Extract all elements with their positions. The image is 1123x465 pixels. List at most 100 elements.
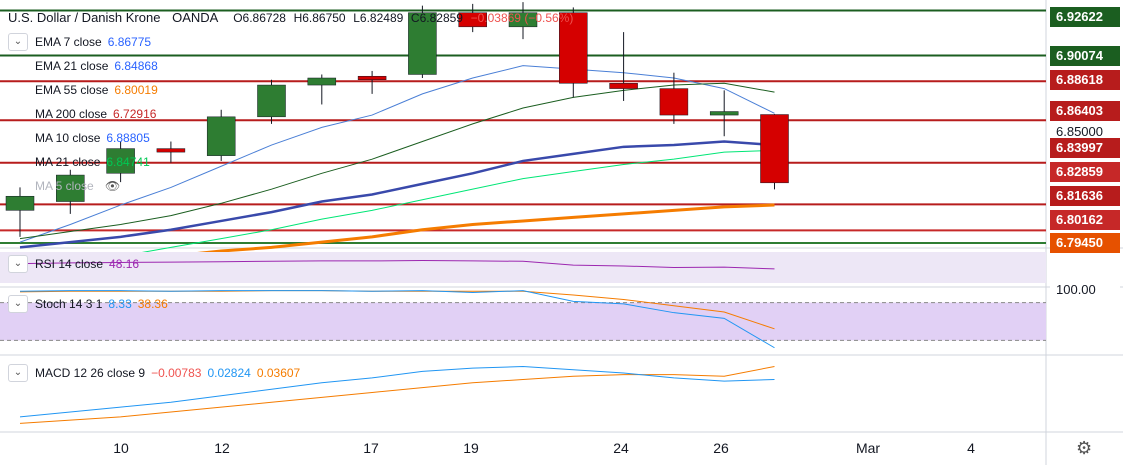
price-label: 6.88618 [1050,70,1120,90]
candle-body [156,148,186,153]
collapse-legend-button[interactable]: ⌄ [8,33,28,51]
legend-label: EMA 21 close [35,59,109,73]
series-rsi [19,260,775,270]
legend-ema55[interactable]: EMA 55 close 6.80019 [35,83,158,97]
ohlc-open: O6.86728 [233,11,286,25]
rsi-band [0,252,1046,283]
candle [609,32,638,101]
legend-value: 48.16 [109,257,140,271]
legend-value: 6.72916 [113,107,157,121]
legend-value-d: 38.36 [137,297,168,311]
price-label: 6.80162 [1050,210,1120,230]
legend-ma21[interactable]: MA 21 close 6.84741 [35,155,150,169]
x-tick-label: 19 [463,440,479,456]
x-tick-label: 4 [967,440,975,456]
chevron-down-icon: ⌄ [13,298,23,309]
ohlc-high: H6.86750 [293,11,346,25]
price-label: 6.92622 [1050,7,1120,27]
x-tick-label: 26 [713,440,729,456]
candle-body [5,195,35,211]
candle [357,70,387,94]
legend-macd[interactable]: MACD 12 26 close 9 −0.00783 0.02824 0.03607 [35,366,300,380]
x-tick-label: 24 [613,440,629,456]
legend-label: RSI 14 close [35,257,104,271]
candle-body [106,148,135,174]
candle-body [56,174,85,202]
legend-value: 6.80019 [114,83,158,97]
candle-body [257,84,286,118]
legend-label: MA 200 close [35,107,108,121]
legend-label: MA 5 close [35,179,94,193]
legend-label: EMA 7 close [35,35,102,49]
x-tick-label: 12 [214,440,230,456]
legend-rsi[interactable]: RSI 14 close 48.16 [35,257,139,271]
candle-body [609,83,638,89]
collapse-stoch-button[interactable]: ⌄ [8,295,28,313]
candle [5,187,35,237]
price-label: 6.85000 [1050,122,1120,142]
candle [760,114,789,190]
legend-ma200[interactable]: MA 200 close 6.72916 [35,107,156,121]
ohlc-change: −0.03869 (−0.56%) [470,11,574,25]
candle [559,7,588,98]
legend-ema7[interactable]: EMA 7 close 6.86775 [35,35,151,49]
legend-value-signal: 0.03607 [256,366,301,380]
legend-value-hist: −0.00783 [151,366,202,380]
legend-value: 6.86775 [107,35,152,49]
legend-label: EMA 55 close [35,83,109,97]
price-label: 6.83997 [1050,138,1120,158]
candle [56,169,85,214]
candle-body [508,12,538,28]
candle [206,109,236,161]
gear-icon[interactable]: ⚙ [1076,438,1093,458]
legend-ema21[interactable]: EMA 21 close 6.84868 [35,59,158,73]
legend-ma10[interactable]: MA 10 close 6.88805 [35,131,150,145]
candle-body [659,88,689,116]
legend-label: MA 21 close [35,155,101,169]
candle [408,5,437,78]
series-ma21 [19,149,775,270]
stoch-axis-label: 100.00 [1050,280,1120,300]
legend-label: MACD 12 26 close 9 [35,366,146,380]
candle-body [559,12,588,84]
candle [257,79,286,124]
legend-value: 6.88805 [106,131,150,145]
candle-body [458,12,487,28]
price-label: 6.79450 [1050,233,1120,253]
candle-body [357,75,387,81]
legend-ma5[interactable]: MA 5 close 👁 [35,179,120,193]
price-label: 6.82859 [1050,162,1120,182]
x-tick-label: 10 [113,440,129,456]
candle [458,3,487,33]
legend-stoch[interactable]: Stoch 14 3 1 8.33 38.36 [35,297,168,311]
series-macd [19,365,775,418]
stoch-band [0,302,1046,341]
series-stoch-k [19,290,775,349]
price-label: 6.81636 [1050,186,1120,206]
legend-label: MA 10 close [35,131,101,145]
legend-label: Stoch 14 3 1 [35,297,103,311]
legend-value-k: 8.33 [108,297,132,311]
chart-title: U.S. Dollar / Danish Krone OANDA O6.8672… [8,10,573,25]
candle-body [709,111,739,116]
series-ema21 [19,82,775,240]
candle [659,72,689,124]
collapse-macd-button[interactable]: ⌄ [8,364,28,382]
legend-value-macd: 0.02824 [207,366,251,380]
legend-value: 6.84868 [114,59,158,73]
candle-body [307,77,337,86]
exchange-name: OANDA [172,10,218,25]
ohlc-close: C6.82859 [410,11,463,25]
eye-hidden-icon[interactable]: 👁 [105,179,121,193]
candle [508,2,538,40]
series-ma10 [19,140,775,249]
series-macd-signal [19,366,775,424]
collapse-rsi-button[interactable]: ⌄ [8,255,28,273]
series-ema7 [19,65,775,243]
price-label: 6.90074 [1050,46,1120,66]
price-label: 6.86403 [1050,101,1120,121]
chevron-down-icon: ⌄ [13,36,23,47]
x-tick-label: Mar [855,440,881,456]
chevron-down-icon: ⌄ [13,367,23,378]
